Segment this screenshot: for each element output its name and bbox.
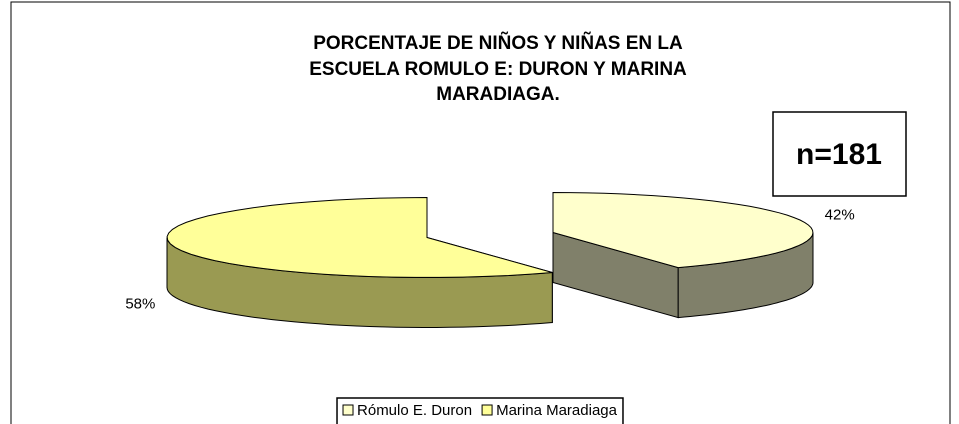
chart-title: MARADIAGA. <box>436 84 560 105</box>
legend: Rómulo E. Duron Marina Maradiaga <box>336 397 624 424</box>
chart-border <box>10 1 951 424</box>
legend-swatch <box>481 404 493 416</box>
legend-box <box>336 397 624 424</box>
chart-title: ESCUELA ROMULO E: DURON Y MARINA <box>309 59 687 80</box>
chart-title: PORCENTAJE DE NIÑOS Y NIÑAS EN LA <box>313 32 683 54</box>
data-label: 58% <box>125 295 155 312</box>
slice-top <box>552 191 814 269</box>
legend-label: Marina Maradiaga <box>496 402 618 419</box>
data-label: 42% <box>825 207 855 224</box>
slice-top <box>166 196 553 278</box>
pie: 42% 58% <box>125 191 855 328</box>
legend-label: Rómulo E. Duron <box>357 402 472 419</box>
annotation: n=181 <box>796 138 882 171</box>
slice <box>166 196 553 328</box>
legend-swatch <box>342 404 354 416</box>
annotation-box <box>772 111 907 197</box>
slice <box>552 191 814 319</box>
